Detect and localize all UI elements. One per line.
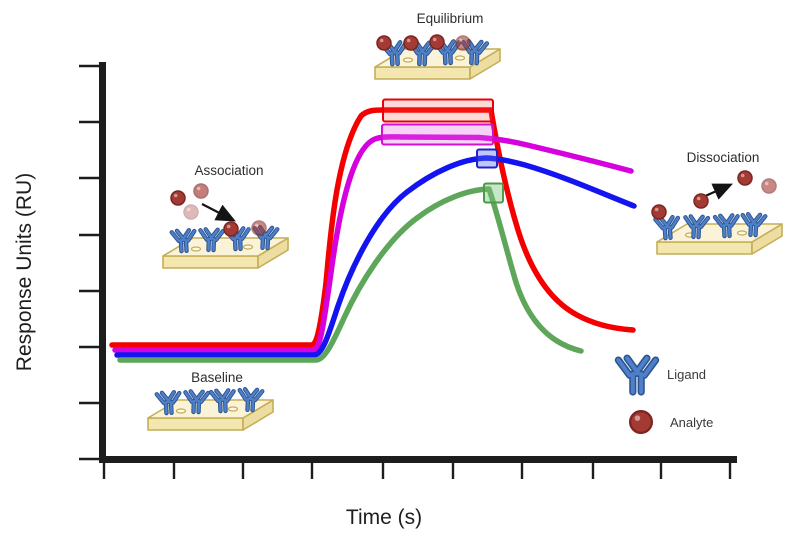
legend: Ligand Analyte	[618, 358, 713, 435]
curve-magenta	[112, 134, 634, 353]
baseline-illustration: Baseline	[147, 370, 274, 431]
analyte-icon-faded	[183, 204, 199, 220]
phase-label-dissociation: Dissociation	[687, 150, 760, 165]
axes: Time (s) Response Units (RU)	[13, 62, 737, 529]
analyte-icon	[737, 170, 753, 186]
x-axis-label: Time (s)	[346, 506, 422, 529]
association-arrow	[201, 203, 236, 222]
equilibrium-illustration: Equilibrium	[374, 11, 501, 80]
analyte-icon-faded	[761, 178, 777, 194]
analyte-icon	[429, 34, 445, 50]
legend-item-ligand: Ligand	[618, 358, 706, 392]
analyte-icon	[693, 193, 709, 209]
analyte-icon-faded	[455, 35, 471, 51]
antibody-icon	[618, 358, 655, 392]
analyte-icon	[403, 35, 419, 51]
association-illustration: Association	[162, 163, 289, 269]
legend-label-analyte: Analyte	[670, 415, 713, 430]
analyte-icon-faded	[193, 183, 209, 199]
x-axis-ticks	[102, 463, 732, 479]
legend-item-analyte: Analyte	[628, 409, 713, 435]
analyte-icon	[628, 409, 654, 435]
curve-green	[117, 186, 584, 363]
dissociation-illustration: Dissociation	[651, 150, 783, 255]
equilibrium-highlight-magenta	[381, 123, 494, 146]
phase-label-baseline: Baseline	[191, 370, 243, 385]
analyte-icon-faded	[251, 220, 267, 236]
phase-label-association: Association	[194, 163, 263, 178]
y-axis-ticks	[79, 64, 99, 461]
sensor-chip-icon	[656, 223, 783, 255]
phase-label-equilibrium: Equilibrium	[417, 11, 484, 26]
analyte-icon	[223, 221, 239, 237]
y-axis-label: Response Units (RU)	[13, 173, 36, 371]
dissociation-arrow	[702, 183, 734, 200]
equilibrium-highlight-blue	[476, 148, 498, 169]
analyte-icon	[170, 190, 186, 206]
analyte-icon	[651, 204, 667, 220]
x-axis-line	[99, 456, 737, 463]
equilibrium-highlight-green	[483, 182, 504, 204]
equilibrium-highlight-red	[382, 98, 494, 123]
y-axis-line	[99, 62, 106, 463]
curve-red	[109, 107, 636, 348]
sensorgram-curves	[109, 107, 637, 363]
legend-label-ligand: Ligand	[667, 367, 706, 382]
analyte-icon	[376, 35, 392, 51]
equilibrium-highlights	[381, 98, 504, 204]
curve-blue	[114, 155, 637, 358]
